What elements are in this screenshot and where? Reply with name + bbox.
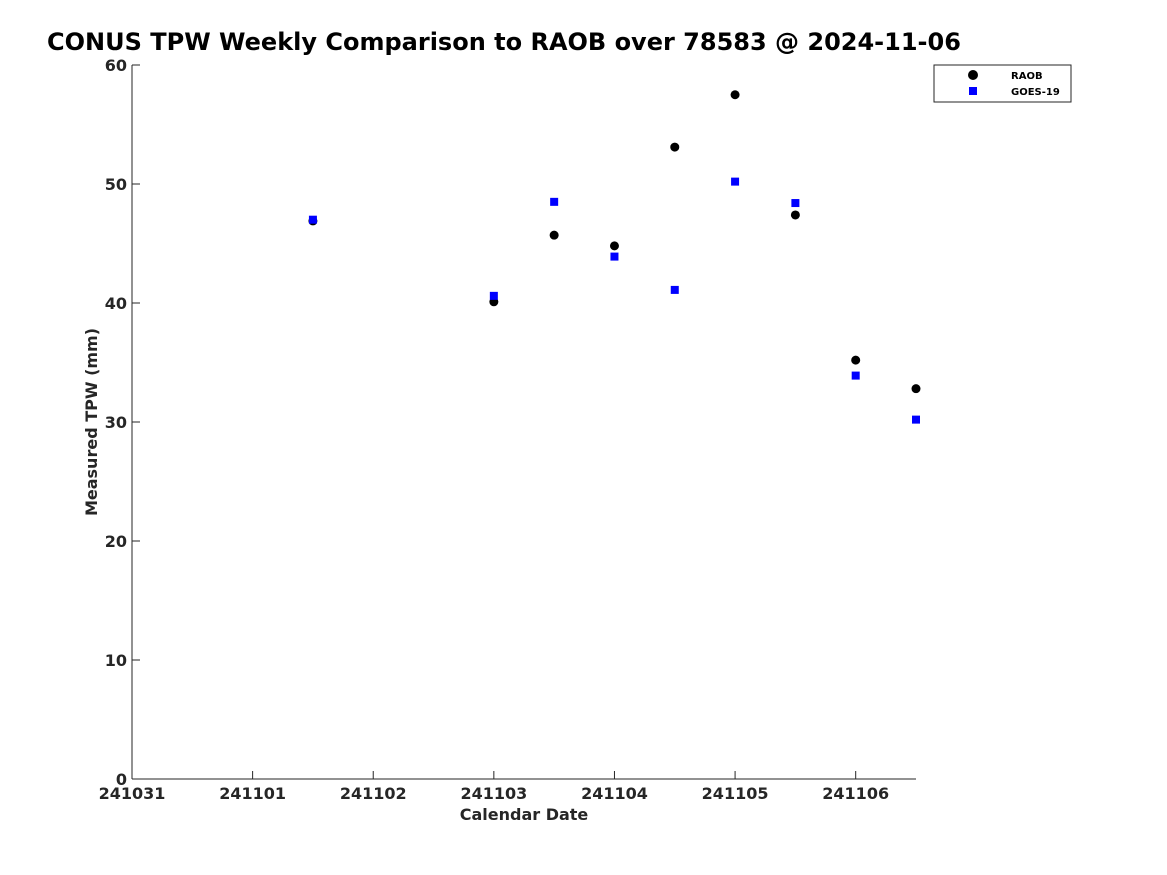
- data-points: [308, 90, 921, 424]
- goes-19-point: [912, 415, 920, 424]
- goes-19-point: [731, 177, 740, 186]
- x-tick-label: 241104: [581, 784, 648, 803]
- series-goes-19: [308, 177, 920, 424]
- legend-label: GOES-19: [1011, 87, 1060, 98]
- x-tick-label: 241101: [219, 784, 286, 803]
- raob-point: [609, 241, 619, 251]
- x-tick-label: 241103: [460, 784, 527, 803]
- x-tick-label: 241106: [822, 784, 889, 803]
- x-axis-label: Calendar Date: [460, 805, 589, 824]
- raob-point: [911, 384, 921, 394]
- goes-19-point: [550, 197, 559, 206]
- raob-point: [730, 90, 740, 100]
- goes-19-point: [670, 285, 679, 294]
- y-tick-label: 30: [105, 413, 127, 432]
- y-tick-label: 60: [105, 56, 127, 75]
- chart-title: CONUS TPW Weekly Comparison to RAOB over…: [47, 28, 961, 56]
- x-tick-label: 241105: [702, 784, 769, 803]
- raob-point: [790, 210, 800, 220]
- goes-19-point: [308, 215, 317, 224]
- x-tick-label: 241102: [340, 784, 407, 803]
- x-tick-labels: 241031 241101 241102 241103 241104 241105 2411…: [99, 784, 889, 803]
- legend: RAOB GOES-19: [933, 64, 1072, 103]
- goes-19-point: [791, 199, 800, 208]
- series-raob: [308, 90, 921, 394]
- goes-19-point: [610, 252, 619, 261]
- legend-raob-marker: [968, 70, 978, 80]
- y-tick-labels: 0 10 20 30 40 50 60: [105, 56, 127, 789]
- legend-box: [933, 64, 1072, 103]
- x-tick-label: 241031: [99, 784, 166, 803]
- goes-19-point: [851, 371, 860, 380]
- raob-point: [670, 142, 680, 152]
- y-axis-label: Measured TPW (mm): [82, 328, 101, 516]
- raob-point: [549, 230, 559, 240]
- y-tick-label: 0: [116, 770, 127, 789]
- legend-label: RAOB: [1011, 71, 1043, 82]
- goes-19-point: [489, 291, 498, 300]
- y-tick-label: 40: [105, 294, 127, 313]
- raob-point: [851, 355, 861, 365]
- tick-marks: [131, 64, 857, 780]
- y-tick-label: 20: [105, 532, 127, 551]
- axes: [131, 65, 916, 780]
- y-tick-label: 50: [105, 175, 127, 194]
- y-tick-label: 10: [105, 651, 127, 670]
- legend-goes-19-marker: [969, 87, 977, 95]
